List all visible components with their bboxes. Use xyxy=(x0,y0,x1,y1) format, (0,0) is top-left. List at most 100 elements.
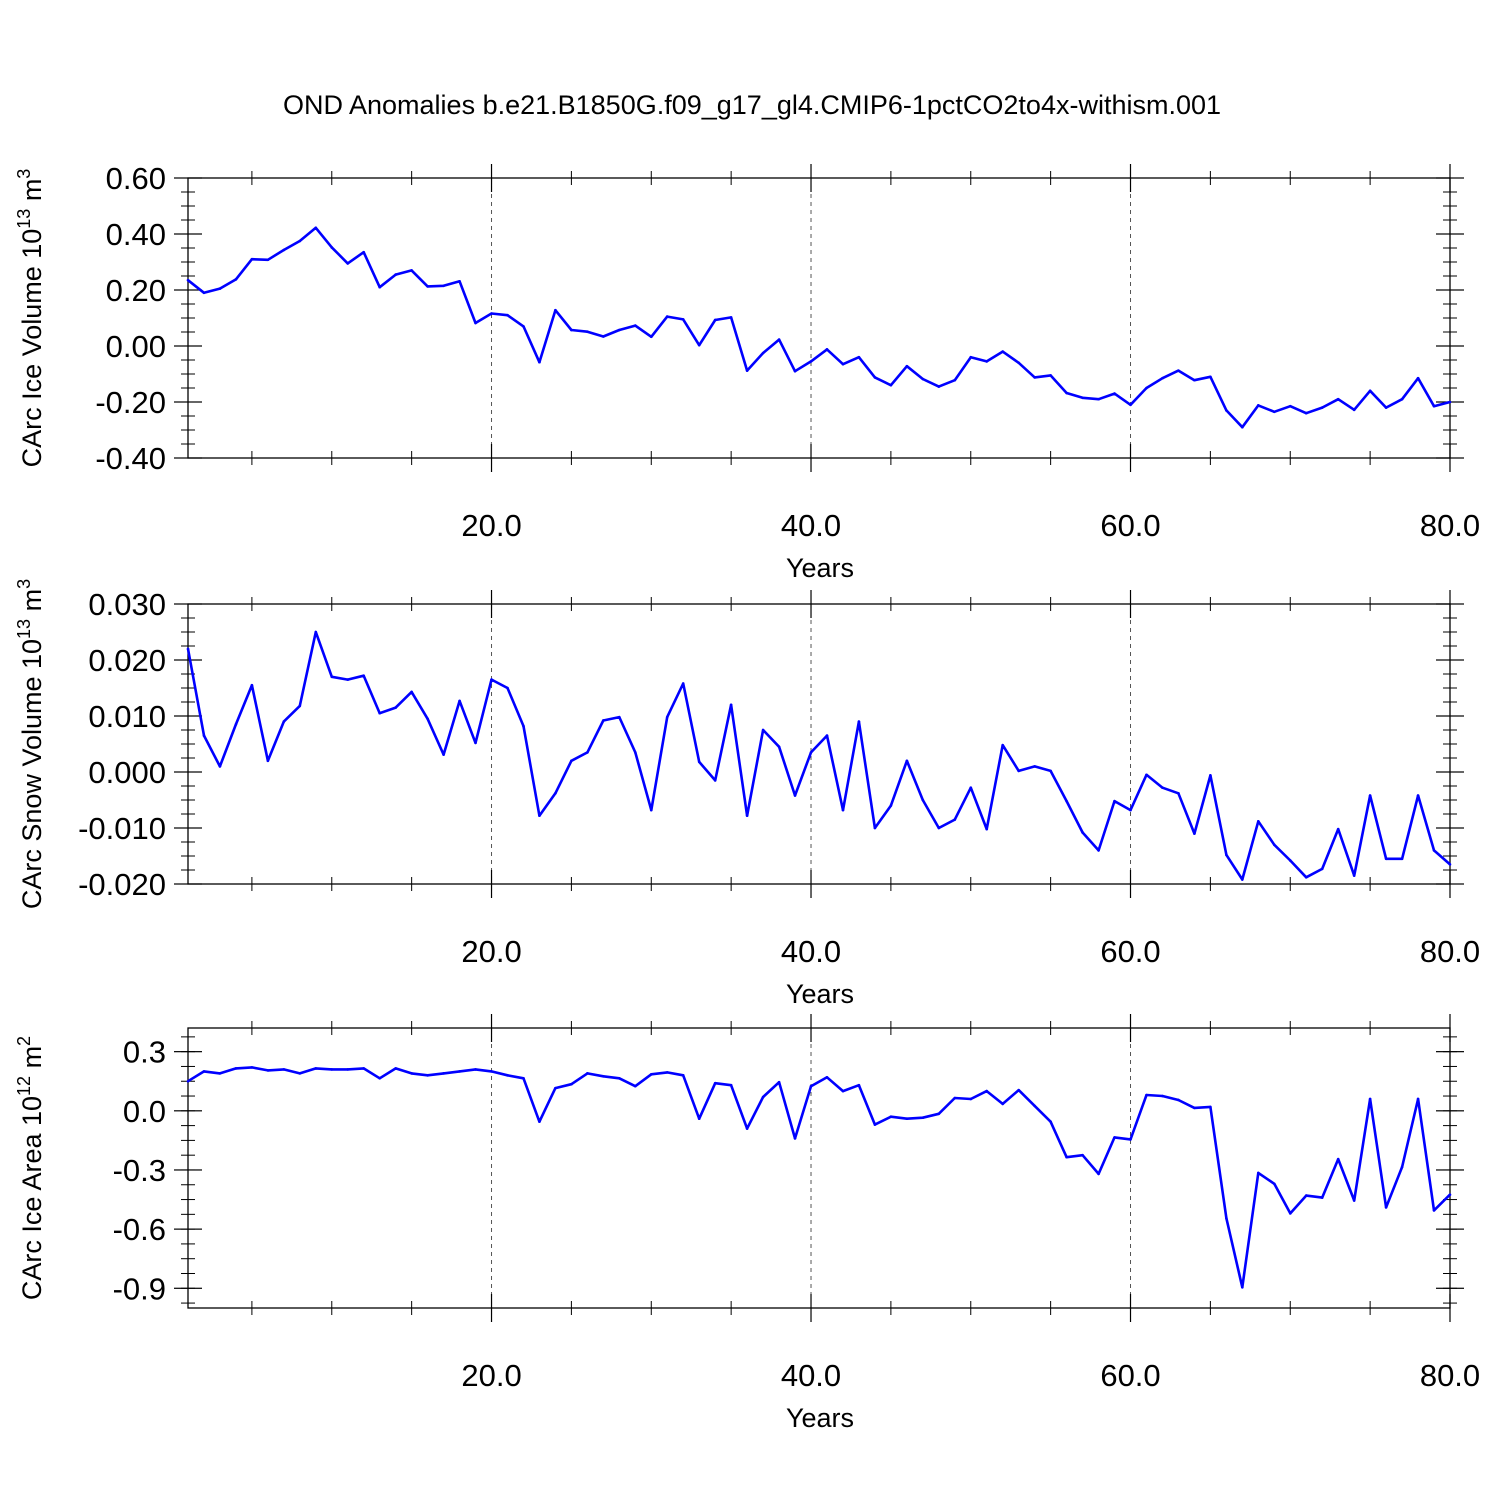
data-point xyxy=(873,376,877,379)
data-point xyxy=(1129,403,1132,407)
y-tick-label: 0.0 xyxy=(123,1094,166,1129)
data-point xyxy=(1272,410,1276,414)
data-point xyxy=(346,262,350,265)
data-point xyxy=(1113,1136,1116,1139)
data-point xyxy=(729,316,733,319)
data-point xyxy=(1336,1157,1340,1161)
data-point xyxy=(458,1070,461,1073)
data-point xyxy=(426,285,429,288)
data-point xyxy=(633,324,637,327)
data-point xyxy=(1097,397,1100,401)
data-point xyxy=(538,360,541,364)
data-point xyxy=(282,248,286,252)
data-point xyxy=(282,1068,286,1071)
data-point xyxy=(554,791,557,795)
data-point xyxy=(745,369,749,372)
data-point xyxy=(362,1067,366,1070)
data-point xyxy=(1001,743,1005,747)
data-point xyxy=(314,1067,318,1070)
data-point xyxy=(681,682,685,685)
data-point xyxy=(1033,1104,1036,1108)
y-axis-label: CArc Ice Area 1012 m2 xyxy=(14,1036,47,1300)
data-point xyxy=(522,325,525,328)
data-point xyxy=(410,269,413,272)
data-point xyxy=(713,779,717,782)
plot-frame xyxy=(187,603,1451,885)
data-point xyxy=(234,278,238,281)
data-point xyxy=(857,1083,861,1087)
data-point xyxy=(538,814,541,817)
data-point xyxy=(570,759,573,763)
data-point xyxy=(713,1081,717,1085)
data-point xyxy=(889,1115,893,1119)
data-point xyxy=(1272,843,1276,847)
data-point xyxy=(618,328,621,332)
data-point xyxy=(1448,1193,1452,1196)
data-point xyxy=(1432,404,1436,408)
data-point xyxy=(665,1071,669,1074)
x-tick-label: 80.0 xyxy=(1420,508,1480,543)
data-point xyxy=(1448,400,1452,404)
data-point xyxy=(1257,819,1260,823)
data-point xyxy=(234,723,238,726)
data-point xyxy=(346,678,350,681)
data-point xyxy=(378,711,381,715)
data-point xyxy=(1288,859,1292,862)
data-point xyxy=(602,1075,605,1078)
data-point xyxy=(825,1075,829,1079)
data-point xyxy=(1225,409,1228,412)
data-point xyxy=(1304,411,1308,415)
data-point xyxy=(282,720,286,723)
data-point xyxy=(1352,874,1356,877)
data-point xyxy=(490,312,493,315)
y-tick-label: 0.3 xyxy=(123,1035,166,1070)
y-axis-label-unit-exponent: 2 xyxy=(14,1036,34,1046)
data-point xyxy=(777,745,781,749)
data-point xyxy=(1448,863,1452,866)
data-point xyxy=(969,786,973,789)
y-axis-label-unit-exponent: 3 xyxy=(14,169,34,179)
data-point xyxy=(793,369,797,373)
data-point xyxy=(1416,1097,1420,1101)
data-point xyxy=(506,686,509,690)
data-point xyxy=(985,1089,989,1093)
y-tick-label: 0.20 xyxy=(106,273,166,308)
data-point xyxy=(218,1072,222,1075)
y-axis-label-text: CArc Ice Volume 10 xyxy=(17,229,47,468)
y-tick-label: 0.60 xyxy=(106,161,166,196)
data-point xyxy=(474,741,477,745)
data-point xyxy=(1177,369,1180,372)
data-point xyxy=(1257,1171,1260,1175)
series-line xyxy=(187,1066,1451,1289)
data-point xyxy=(649,808,653,812)
data-point xyxy=(937,1112,941,1116)
data-point xyxy=(586,330,589,334)
data-point xyxy=(1400,857,1404,861)
y-axis-label-exponent: 12 xyxy=(14,1076,34,1096)
data-point xyxy=(1145,1093,1148,1097)
data-point xyxy=(729,1083,733,1087)
data-point xyxy=(554,1086,557,1090)
data-point xyxy=(841,808,845,812)
data-point xyxy=(1336,397,1340,401)
data-point xyxy=(1065,799,1068,803)
data-point xyxy=(985,827,989,831)
data-point xyxy=(1384,857,1388,861)
x-tick-label: 60.0 xyxy=(1100,1358,1160,1393)
data-point xyxy=(809,1084,813,1088)
data-point xyxy=(681,318,685,321)
y-axis-label-unit: m xyxy=(17,179,47,209)
data-point xyxy=(378,1076,381,1080)
data-point xyxy=(809,751,813,754)
data-point xyxy=(761,728,765,732)
y-tick-label: 0.010 xyxy=(88,699,166,734)
data-point xyxy=(234,1067,238,1070)
data-point xyxy=(841,1089,845,1093)
data-point xyxy=(1033,765,1036,768)
data-point xyxy=(474,321,477,325)
y-tick-label: 0.000 xyxy=(88,755,166,790)
data-point xyxy=(889,804,893,807)
x-tick-label: 20.0 xyxy=(461,934,521,969)
